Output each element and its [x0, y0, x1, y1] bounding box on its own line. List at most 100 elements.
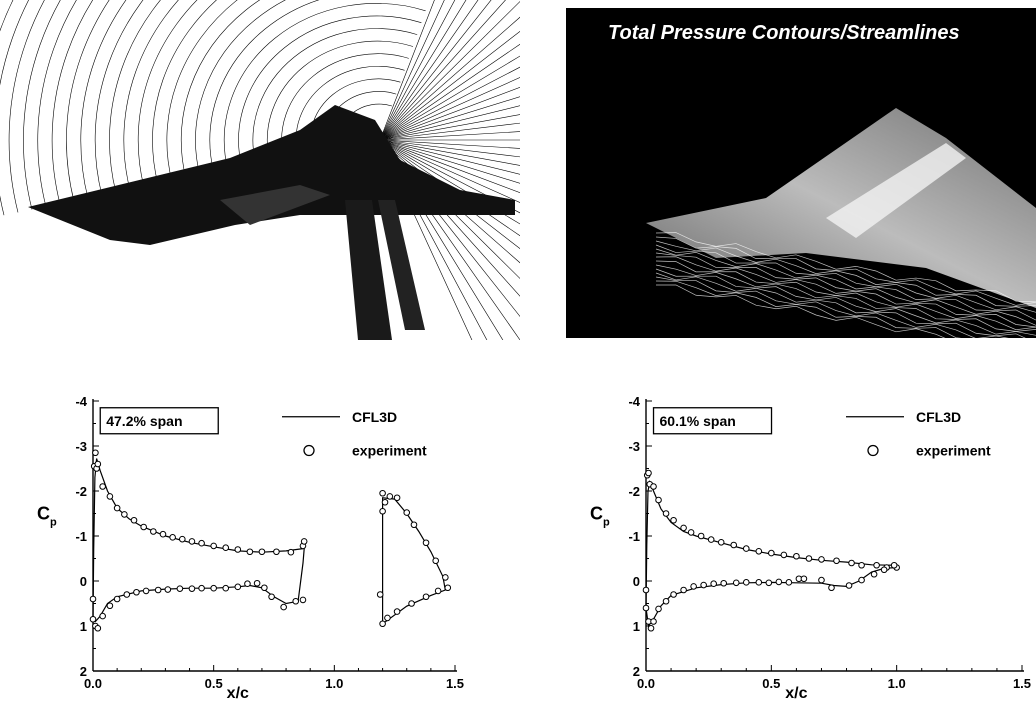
experiment-point — [800, 575, 808, 583]
mesh-line — [379, 30, 520, 141]
mesh-line — [379, 139, 473, 340]
experiment-point — [818, 576, 825, 584]
experiment-point — [670, 516, 677, 524]
experiment-point — [755, 548, 763, 555]
mesh-arc — [94, 0, 144, 196]
mesh-line — [379, 139, 520, 166]
experiment-point — [287, 548, 295, 556]
experiment-point — [680, 524, 687, 532]
experiment-point — [94, 460, 102, 468]
x-tick-label: 1.0 — [325, 676, 343, 691]
y-axis-label-subscript: p — [603, 517, 610, 529]
mesh-line — [379, 0, 506, 141]
mesh-line — [379, 139, 520, 317]
mesh-arc — [8, 0, 45, 213]
streamline — [655, 272, 1026, 338]
y-axis-label: C — [590, 504, 603, 524]
span-label-box — [652, 407, 773, 435]
experiment-point — [379, 620, 386, 628]
x-axis-label: x/c — [227, 685, 249, 702]
experiment-point — [379, 507, 386, 515]
x-tick-label: 1.0 — [888, 676, 906, 691]
experiment-point — [755, 579, 763, 586]
experiment-point — [833, 557, 840, 565]
contour-graphic — [646, 108, 1036, 338]
streamline — [655, 256, 1036, 328]
experiment-point — [818, 556, 825, 563]
mesh-arc — [152, 0, 217, 185]
experiment-point — [381, 498, 389, 506]
experiment-point — [700, 581, 707, 589]
streamline — [655, 276, 1009, 338]
experiment-point — [384, 614, 391, 622]
x-axis-label: x/c — [785, 685, 807, 702]
mesh-line — [379, 139, 520, 203]
experiment-point — [376, 591, 384, 598]
mesh-arc — [0, 0, 520, 277]
contour-flap-highlight — [826, 143, 966, 238]
mesh-arc — [281, 53, 409, 160]
experiment-point — [444, 584, 452, 592]
experiment-point — [379, 489, 386, 497]
x-tick-label: 0.0 — [84, 676, 102, 691]
y-tick-label: 0 — [633, 574, 640, 589]
experiment-point — [680, 586, 687, 594]
experiment-point — [647, 624, 655, 632]
cp-chart-47-span: -4 -3 -2 -1 0 1 20.0 0.5 1.0 1.5 x/c C p 47.2% span CF… — [37, 394, 464, 702]
experiment-point — [222, 584, 230, 592]
experiment-point — [650, 483, 657, 490]
experiment-point — [422, 539, 430, 547]
mesh-arc — [66, 0, 110, 202]
x-tick-label: 0.5 — [762, 676, 780, 691]
mesh-arc — [137, 0, 198, 188]
span-label-box — [99, 407, 219, 435]
cfl3d-line — [92, 548, 305, 623]
mesh-line — [379, 16, 520, 141]
experiment-point — [642, 604, 650, 612]
experiment-point — [133, 588, 140, 596]
y-tick-label: -1 — [628, 529, 640, 544]
experiment-point — [670, 591, 677, 598]
experiment-point — [268, 593, 275, 601]
streamline — [655, 268, 1036, 336]
mesh-arc — [51, 0, 94, 205]
y-tick-label: -1 — [75, 529, 87, 544]
streamline — [655, 284, 946, 338]
streamline — [655, 248, 1036, 321]
experiment-point — [89, 595, 97, 603]
experiment-point — [142, 587, 150, 595]
experiment-point — [258, 548, 266, 556]
mesh-line — [379, 55, 520, 141]
y-tick-label: -4 — [75, 394, 87, 409]
mesh-line — [379, 139, 520, 340]
experiment-point — [273, 548, 280, 556]
experiment-point — [805, 555, 813, 562]
streamline — [655, 264, 1036, 332]
experiment-point — [768, 549, 775, 557]
experiment-point — [785, 579, 793, 586]
x-tick-label: 0.0 — [637, 676, 655, 691]
mesh-arc — [238, 15, 422, 168]
experiment-point — [280, 603, 287, 611]
experiment-point — [140, 523, 147, 531]
y-tick-label: -3 — [75, 439, 87, 454]
streamline — [655, 240, 1036, 307]
mesh-line — [379, 139, 504, 340]
legend-marker-label: experiment — [352, 443, 427, 459]
mesh-line — [379, 0, 492, 141]
experiment-point — [690, 583, 697, 590]
experiment-point — [650, 618, 657, 625]
experiment-point — [707, 536, 715, 543]
experiment-point — [130, 516, 138, 524]
streamline — [655, 260, 1036, 331]
experiment-point — [710, 580, 717, 587]
mesh-arc — [180, 0, 261, 179]
span-label: 60.1% span — [660, 413, 736, 429]
mesh-line — [379, 139, 520, 184]
mesh-arc — [166, 0, 238, 182]
y-tick-label: 0 — [80, 574, 87, 589]
wing-body-surface — [28, 105, 515, 340]
experiment-point — [393, 494, 401, 502]
experiment-point — [121, 511, 128, 518]
mesh-arc — [209, 0, 320, 174]
